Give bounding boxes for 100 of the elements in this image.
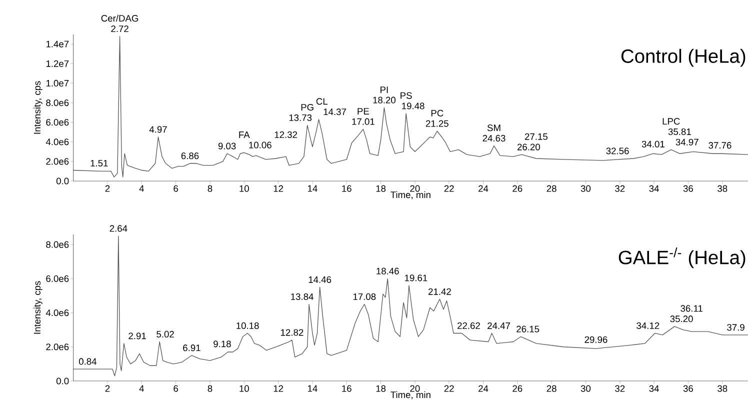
x-tick-label: 8 <box>208 185 212 192</box>
annotation: 24.63 <box>482 134 506 142</box>
annotation: CL <box>316 98 328 105</box>
annotation: 12.32 <box>274 131 298 138</box>
x-tick-label: 10 <box>240 185 249 192</box>
x-tick-label: 30 <box>580 385 591 392</box>
annotation: 18.20 <box>373 96 396 104</box>
annotation: 5.02 <box>156 330 174 338</box>
y-tick-label: 8.0e6 <box>46 99 69 106</box>
annotation: PG <box>301 104 314 111</box>
x-tick-label: 4 <box>139 185 144 192</box>
x-tick-label: 20 <box>410 185 420 192</box>
x-tick-label: 12 <box>274 385 284 392</box>
annotation: 18.46 <box>376 268 399 274</box>
x-tick-label: 2 <box>105 385 110 392</box>
annotation: 36.11 <box>680 305 702 312</box>
annotation: PE <box>358 108 370 115</box>
text: Control (HeLa) <box>621 48 746 67</box>
annotation: FA <box>239 132 250 138</box>
x-tick-label: 26 <box>512 385 522 392</box>
x-tick-label: 10 <box>240 385 249 392</box>
x-tick-label: 14 <box>308 385 318 392</box>
annotation: 10.18 <box>236 322 259 329</box>
annotation: 35.81 <box>668 128 691 136</box>
annotation: PI <box>380 86 388 93</box>
annotation: 10.06 <box>249 142 272 148</box>
annotation: 21.25 <box>426 120 448 127</box>
y-tick-label: 8.0e6 <box>46 241 69 248</box>
x-tick-label: 30 <box>580 185 591 192</box>
annotation: 12.82 <box>281 329 304 336</box>
x-tick-label: 38 <box>718 385 728 392</box>
x-tick-label: 16 <box>342 185 352 192</box>
x-tick-label: 16 <box>342 385 352 392</box>
line-series <box>73 36 748 178</box>
annotation: 34.12 <box>636 322 660 329</box>
y-tick-label: 1.2e7 <box>46 60 69 67</box>
annotation: 2.72 <box>111 26 128 32</box>
y-tick-label: 0.0 <box>56 378 69 384</box>
annotation: 13.84 <box>291 293 314 300</box>
y-tick-label: 1.4e7 <box>46 40 69 48</box>
annotation: 26.15 <box>516 326 540 332</box>
x-tick-label: 36 <box>683 385 693 392</box>
x-tick-label: 4 <box>139 385 144 392</box>
annotation: 32.56 <box>606 148 629 154</box>
annotation: 19.61 <box>404 274 428 282</box>
x-tick-label: 34 <box>649 385 659 392</box>
annotation: 37.9 <box>727 324 744 331</box>
annotation: 35.20 <box>670 316 693 322</box>
y-tick-label: 4.0e6 <box>46 138 69 146</box>
y-tick-label: 1.0e7 <box>46 80 69 87</box>
annotation: SM <box>487 124 500 132</box>
annotation: 1.51 <box>90 160 108 166</box>
x-tick-label: 32 <box>615 385 625 392</box>
annotation: Cer/DAG <box>101 14 138 22</box>
annotation: PC <box>431 110 444 116</box>
annotation: 17.08 <box>353 293 376 300</box>
annotation: 6.86 <box>181 152 199 160</box>
annotation: PS <box>400 92 412 99</box>
x-tick-label: 18 <box>376 185 386 192</box>
annotation: 37.76 <box>708 142 732 149</box>
x-tick-label: 6 <box>174 385 178 392</box>
x-axis-title: Time, min <box>390 191 430 200</box>
annotation: 19.48 <box>402 102 424 110</box>
x-tick-label: 34 <box>649 185 659 192</box>
annotation: 9.03 <box>218 142 236 150</box>
x-tick-label: 28 <box>546 385 556 392</box>
annotation: 34.01 <box>642 140 664 148</box>
annotation: 2.64 <box>110 225 128 232</box>
x-tick-label: 24 <box>478 185 488 192</box>
x-tick-label: 6 <box>174 185 178 192</box>
y-tick-label: 4.0e6 <box>46 309 69 316</box>
y-tick-label: 0.0 <box>56 178 69 184</box>
y-tick-label: 6.0e6 <box>46 119 69 126</box>
x-tick-label: 36 <box>683 185 693 192</box>
x-tick-label: 14 <box>308 185 318 192</box>
annotation: LPC <box>662 118 680 125</box>
text: GALE$^{-/-}$ (HeLa) <box>618 247 746 268</box>
annotation: 14.37 <box>324 108 346 116</box>
y-tick-label: 2.0e6 <box>46 158 69 165</box>
x-tick-label: 28 <box>546 185 556 192</box>
x-tick-label: 32 <box>615 185 625 192</box>
annotation: 4.97 <box>149 126 167 133</box>
annotation: 26.20 <box>517 144 540 150</box>
x-tick-label: 24 <box>478 385 488 392</box>
annotation: 34.97 <box>676 138 698 146</box>
x-tick-label: 8 <box>208 385 212 392</box>
annotation: 24.47 <box>488 322 510 329</box>
y-axis-title: Intensity, cps <box>34 81 42 134</box>
y-tick-label: 2.0e6 <box>46 344 69 350</box>
annotation: 17.01 <box>352 118 374 125</box>
annotation: 13.73 <box>289 114 312 121</box>
annotation: 14.46 <box>308 276 332 283</box>
annotation: 21.42 <box>428 288 451 295</box>
y-axis-title: Intensity, cps <box>34 281 42 334</box>
annotation: 22.62 <box>458 322 480 329</box>
x-axis-title: Time, min <box>390 391 430 400</box>
annotation: 2.91 <box>128 332 146 340</box>
x-tick-label: 2 <box>105 185 110 192</box>
annotation: 27.15 <box>524 133 548 140</box>
annotation: 9.18 <box>214 340 231 348</box>
